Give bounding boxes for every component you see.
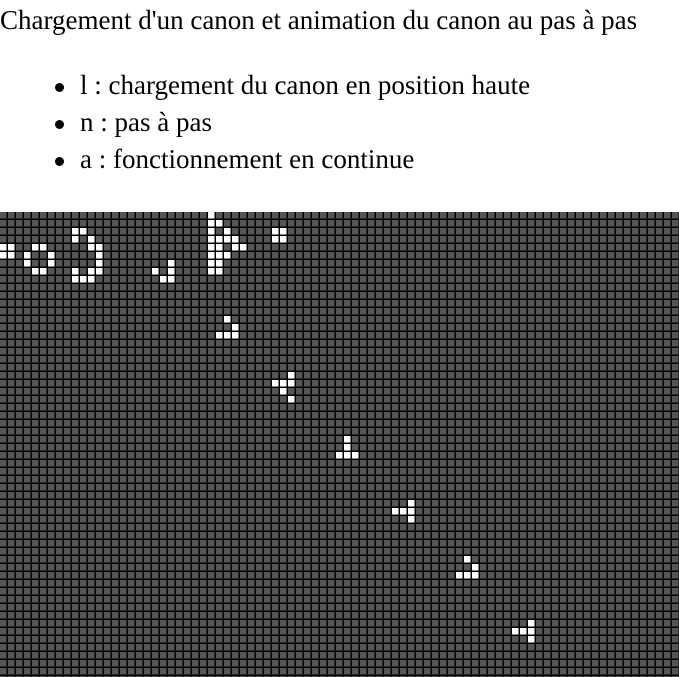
live-cell[interactable] [208,212,215,219]
live-cell[interactable] [288,372,295,379]
live-cell[interactable] [32,268,39,275]
live-cell[interactable] [520,628,527,635]
live-cell[interactable] [208,268,215,275]
live-cell[interactable] [208,220,215,227]
live-cell[interactable] [40,268,47,275]
live-cell[interactable] [8,244,15,251]
game-of-life-grid[interactable] [0,212,679,677]
live-cell[interactable] [8,252,15,259]
live-cell[interactable] [208,260,215,267]
live-cell[interactable] [48,260,55,267]
live-cell[interactable] [88,236,95,243]
instruction-step-by-step: n : pas à pas [0,104,530,141]
live-cell[interactable] [216,268,223,275]
live-cell[interactable] [528,628,535,635]
live-cell[interactable] [280,388,287,395]
live-cell[interactable] [216,260,223,267]
live-cell[interactable] [272,380,279,387]
live-cell[interactable] [224,236,231,243]
live-cell[interactable] [0,244,7,251]
live-cell[interactable] [288,396,295,403]
live-cell[interactable] [232,236,239,243]
live-cell[interactable] [160,276,167,283]
live-cell[interactable] [280,228,287,235]
instruction-continuous-run: a : fonctionnement en continue [0,141,530,178]
live-cell[interactable] [208,252,215,259]
live-cell[interactable] [168,276,175,283]
live-cell[interactable] [232,244,239,251]
live-cell[interactable] [280,236,287,243]
live-cell[interactable] [168,260,175,267]
live-cell[interactable] [168,268,175,275]
instruction-list: l : chargement du canon en position haut… [0,67,530,178]
live-cell[interactable] [280,380,287,387]
live-cell[interactable] [80,228,87,235]
live-cell[interactable] [24,260,31,267]
live-cell[interactable] [408,500,415,507]
live-cell[interactable] [216,220,223,227]
live-cell[interactable] [24,252,31,259]
live-cell[interactable] [88,276,95,283]
live-cell[interactable] [272,236,279,243]
live-cell[interactable] [528,636,535,643]
live-cell[interactable] [96,252,103,259]
live-cell[interactable] [344,452,351,459]
live-cell[interactable] [512,628,519,635]
live-cell[interactable] [72,276,79,283]
live-cell[interactable] [232,324,239,331]
live-cell[interactable] [208,236,215,243]
live-cell[interactable] [224,316,231,323]
live-cell[interactable] [456,572,463,579]
live-cell[interactable] [72,228,79,235]
live-cell[interactable] [232,332,239,339]
live-cell[interactable] [216,236,223,243]
live-cell[interactable] [224,252,231,259]
live-cell[interactable] [96,268,103,275]
live-cell[interactable] [240,244,247,251]
live-cell[interactable] [224,228,231,235]
live-cell[interactable] [272,228,279,235]
live-cell[interactable] [48,252,55,259]
live-cell[interactable] [72,236,79,243]
live-cell[interactable] [32,244,39,251]
live-cell[interactable] [88,244,95,251]
dead-cells[interactable] [0,212,679,677]
live-cell[interactable] [408,508,415,515]
live-cell[interactable] [400,508,407,515]
page-title: Chargement d'un canon et animation du ca… [0,4,637,36]
live-cell[interactable] [472,564,479,571]
live-cell[interactable] [472,572,479,579]
live-cell[interactable] [344,444,351,451]
live-cell[interactable] [40,244,47,251]
live-cell[interactable] [96,260,103,267]
live-cell[interactable] [96,244,103,251]
instruction-load-cannon: l : chargement du canon en position haut… [0,67,530,104]
live-cell[interactable] [464,572,471,579]
live-cell[interactable] [408,516,415,523]
live-cell[interactable] [288,380,295,387]
live-cell[interactable] [208,244,215,251]
live-cell[interactable] [208,228,215,235]
live-cell[interactable] [528,620,535,627]
live-cell[interactable] [216,244,223,251]
live-cell[interactable] [336,452,343,459]
live-cell[interactable] [224,332,231,339]
live-cell[interactable] [72,268,79,275]
live-cell[interactable] [216,332,223,339]
live-cell[interactable] [352,452,359,459]
live-cell[interactable] [344,436,351,443]
live-cell[interactable] [88,268,95,275]
live-cell[interactable] [216,252,223,259]
live-cell[interactable] [464,556,471,563]
live-cell[interactable] [0,252,7,259]
grid-canvas[interactable] [0,212,679,677]
live-cell[interactable] [392,508,399,515]
live-cell[interactable] [152,268,159,275]
live-cell[interactable] [80,276,87,283]
